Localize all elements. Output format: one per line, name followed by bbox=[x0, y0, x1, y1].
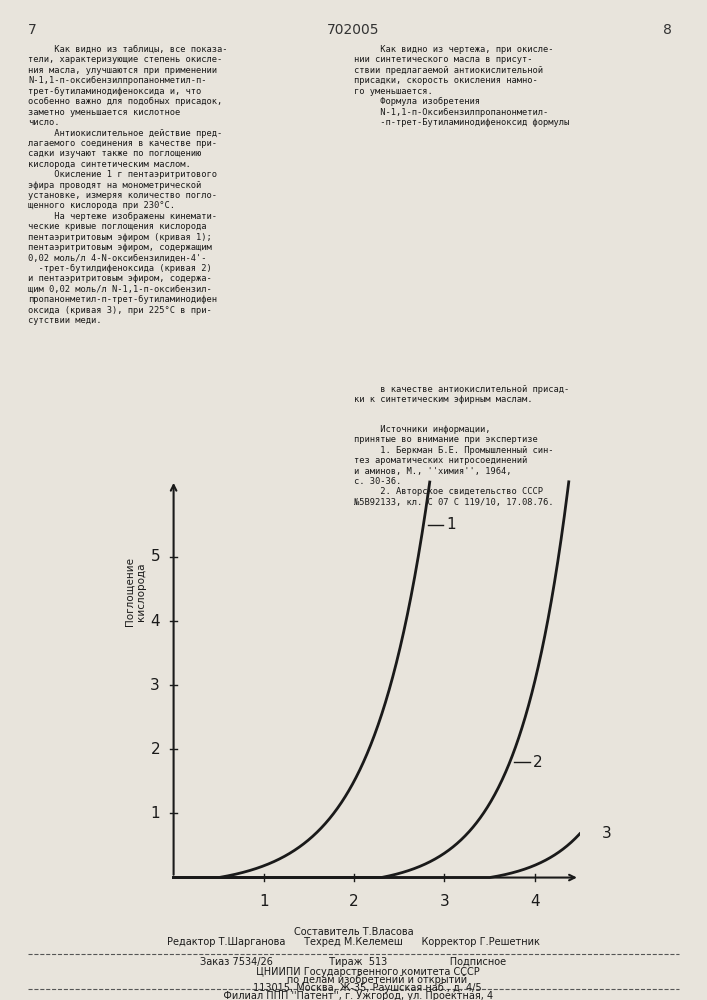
Text: 4: 4 bbox=[151, 614, 160, 629]
Text: 1: 1 bbox=[151, 806, 160, 821]
Text: в качестве антиокислительной присад-
ки к синтетическим эфирным маслам.: в качестве антиокислительной присад- ки … bbox=[354, 385, 568, 404]
Text: 702005: 702005 bbox=[327, 23, 380, 37]
Text: 113015, Москва, Ж-35, Раушская наб., д. 4/5: 113015, Москва, Ж-35, Раушская наб., д. … bbox=[226, 983, 481, 993]
Text: 3: 3 bbox=[151, 678, 160, 693]
Text: 3: 3 bbox=[602, 826, 612, 841]
Text: 3: 3 bbox=[440, 894, 449, 909]
Text: Поглощение
кислорода: Поглощение кислорода bbox=[125, 557, 146, 626]
Text: 4: 4 bbox=[530, 894, 539, 909]
Text: Как видно из таблицы, все показа-
тели, характеризующие степень окисле-
ния масл: Как видно из таблицы, все показа- тели, … bbox=[28, 45, 228, 325]
Text: ЦНИИПИ Государственного комитета СССР: ЦНИИПИ Государственного комитета СССР bbox=[228, 967, 479, 977]
Text: 2: 2 bbox=[349, 894, 359, 909]
Text: Источники информации,
принятые во внимание при экспертизе
     1. Беркман Б.Е. П: Источники информации, принятые во вниман… bbox=[354, 425, 553, 507]
Text: 1: 1 bbox=[259, 894, 269, 909]
Text: 2: 2 bbox=[532, 755, 542, 770]
Text: Составитель Т.Власова: Составитель Т.Власова bbox=[293, 927, 414, 937]
Text: Филиал ППП ''Патент'', г. Ужгород, ул. Проектная, 4: Филиал ППП ''Патент'', г. Ужгород, ул. П… bbox=[214, 991, 493, 1000]
Text: 1: 1 bbox=[446, 517, 456, 532]
Text: по делам изобретений и открытий: по делам изобретений и открытий bbox=[240, 975, 467, 985]
Text: Как видно из чертежа, при окисле-
нии синтетического масла в присут-
ствии предл: Как видно из чертежа, при окисле- нии си… bbox=[354, 45, 568, 127]
Text: 8: 8 bbox=[662, 23, 672, 37]
Text: Редактор Т.Шарганова      Техред М.Келемеш      Корректор Г.Решетник: Редактор Т.Шарганова Техред М.Келемеш Ко… bbox=[167, 937, 540, 947]
Text: 2: 2 bbox=[151, 742, 160, 757]
Text: Заказ 7534/26                  Тираж  513                    Подписное: Заказ 7534/26 Тираж 513 Подписное bbox=[201, 957, 506, 967]
Text: 7: 7 bbox=[28, 23, 37, 37]
Text: 5: 5 bbox=[151, 549, 160, 564]
